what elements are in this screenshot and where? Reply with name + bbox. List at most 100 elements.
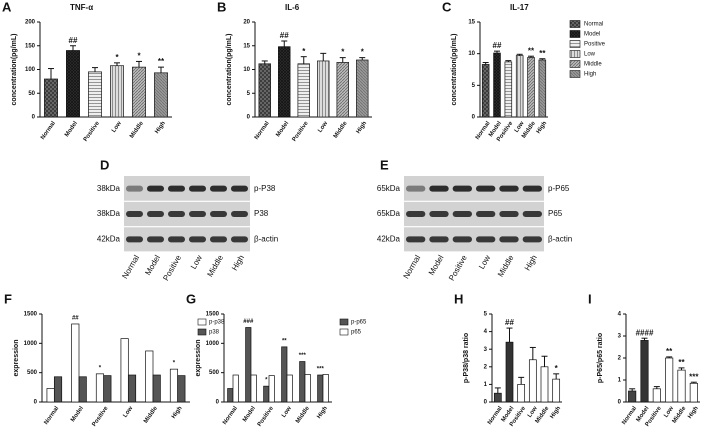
bar — [127, 374, 137, 403]
y-tick-label: 200 — [25, 20, 36, 26]
x-tick-label: Positive — [83, 120, 101, 143]
bar-hatch — [66, 50, 80, 117]
blot-band — [476, 211, 496, 217]
y-tick-label: 1 — [484, 382, 488, 388]
panel-letter: H — [454, 291, 463, 306]
blot-size-label: 65kDa — [377, 209, 401, 218]
annotation: #### — [636, 328, 654, 337]
chart-title: TNF-α — [70, 3, 93, 12]
y-tick-label: 20 — [243, 20, 250, 26]
lane-label: Model — [427, 253, 446, 277]
bar-hatch — [110, 65, 124, 117]
x-tick-label: High — [154, 120, 167, 135]
blot-size-label: 42kDa — [377, 234, 401, 243]
x-tick-label: Low — [527, 405, 539, 419]
blot-band — [452, 236, 472, 243]
x-tick-label: Model — [64, 120, 79, 138]
x-tick-label: Low — [111, 120, 123, 134]
y-tick-label: 5 — [247, 91, 251, 97]
x-tick-label: Low — [317, 120, 329, 134]
legend-swatch — [197, 318, 207, 326]
blot-band — [499, 211, 519, 217]
legend-hatch — [570, 60, 580, 68]
annotation: ## — [493, 41, 502, 50]
annotation: ** — [666, 347, 673, 356]
bar — [177, 375, 186, 403]
legend-label: Low — [584, 52, 596, 58]
y-axis-label: expression — [13, 340, 20, 377]
blot-band — [126, 236, 143, 243]
x-tick-label: Middle — [143, 405, 159, 425]
x-tick-label: Low — [514, 120, 526, 134]
lane-label: Normal — [402, 253, 423, 280]
y-tick-label: 500 — [209, 370, 220, 376]
annotation: ### — [243, 319, 254, 325]
bar — [528, 359, 537, 403]
annotation: * — [115, 53, 119, 62]
bar-hatch — [154, 72, 168, 117]
x-tick-label: High — [536, 120, 549, 135]
blot-band — [522, 185, 542, 192]
legend-label: p38 — [209, 330, 220, 336]
panel-letter: A — [2, 0, 12, 14]
y-tick-label: 0 — [247, 115, 251, 121]
bar — [53, 376, 63, 403]
y-tick-label: 150 — [25, 43, 36, 49]
y-tick-label: 5 — [484, 312, 488, 318]
blot-band — [499, 236, 519, 243]
bar — [245, 327, 252, 403]
y-tick-label: 3 — [618, 334, 622, 340]
y-axis-label: p-P65/p65 ratio — [597, 333, 604, 383]
chart-title: IL-6 — [285, 3, 300, 12]
bar-hatch — [504, 61, 512, 117]
y-tick-label: 1500 — [24, 312, 38, 318]
y-tick-label: 1500 — [206, 312, 220, 318]
x-tick-label: Normal — [43, 405, 60, 426]
blot-background — [404, 176, 544, 252]
panel-letter: F — [4, 291, 12, 306]
blot-size-label: 38kDa — [97, 184, 121, 193]
blot-band — [189, 236, 206, 243]
bar — [71, 323, 80, 403]
panel-letter: I — [588, 291, 592, 306]
bar — [169, 368, 179, 403]
y-axis-label: concentration(pg/mL) — [451, 34, 458, 106]
bar-hatch — [493, 53, 501, 117]
blot-band — [168, 185, 185, 192]
bar — [281, 346, 288, 403]
x-tick-label: Positive — [292, 120, 310, 143]
bar — [268, 375, 275, 403]
lane-label: Low — [189, 253, 204, 270]
blot-band — [406, 185, 426, 192]
bar-hatch — [336, 62, 349, 117]
y-tick-label: 0 — [216, 400, 220, 406]
legend-hatch — [570, 50, 580, 58]
y-tick-label: 5 — [472, 83, 476, 89]
annotation: * — [555, 364, 559, 373]
x-tick-label: High — [550, 405, 563, 420]
y-tick-label: 1 — [618, 378, 622, 384]
y-tick-label: 0 — [34, 400, 38, 406]
legend-hatch — [570, 30, 580, 38]
legend-swatch — [197, 328, 207, 336]
blot-band — [168, 236, 185, 243]
x-tick-label: Normal — [475, 120, 492, 141]
lane-label: Normal — [120, 253, 141, 280]
blot-protein-label: p-P65 — [548, 184, 570, 193]
blot-band — [147, 211, 164, 217]
bar-hatch — [516, 55, 524, 117]
y-axis-label: concentration(pg/mL) — [11, 34, 18, 106]
blot-size-label: 42kDa — [97, 234, 121, 243]
panel-letter: E — [380, 157, 389, 172]
blot-band — [522, 211, 542, 217]
legend-hatch — [570, 70, 580, 78]
bar — [552, 378, 561, 403]
legend-label: Normal — [584, 22, 603, 28]
x-tick-label: Middle — [333, 120, 349, 140]
panel-letter: B — [217, 0, 226, 14]
blot-protein-label: P65 — [548, 209, 563, 218]
blot-band — [231, 236, 248, 243]
y-tick-label: 15 — [468, 20, 475, 26]
y-tick-label: 2 — [484, 364, 488, 370]
bar-hatch — [527, 57, 535, 117]
